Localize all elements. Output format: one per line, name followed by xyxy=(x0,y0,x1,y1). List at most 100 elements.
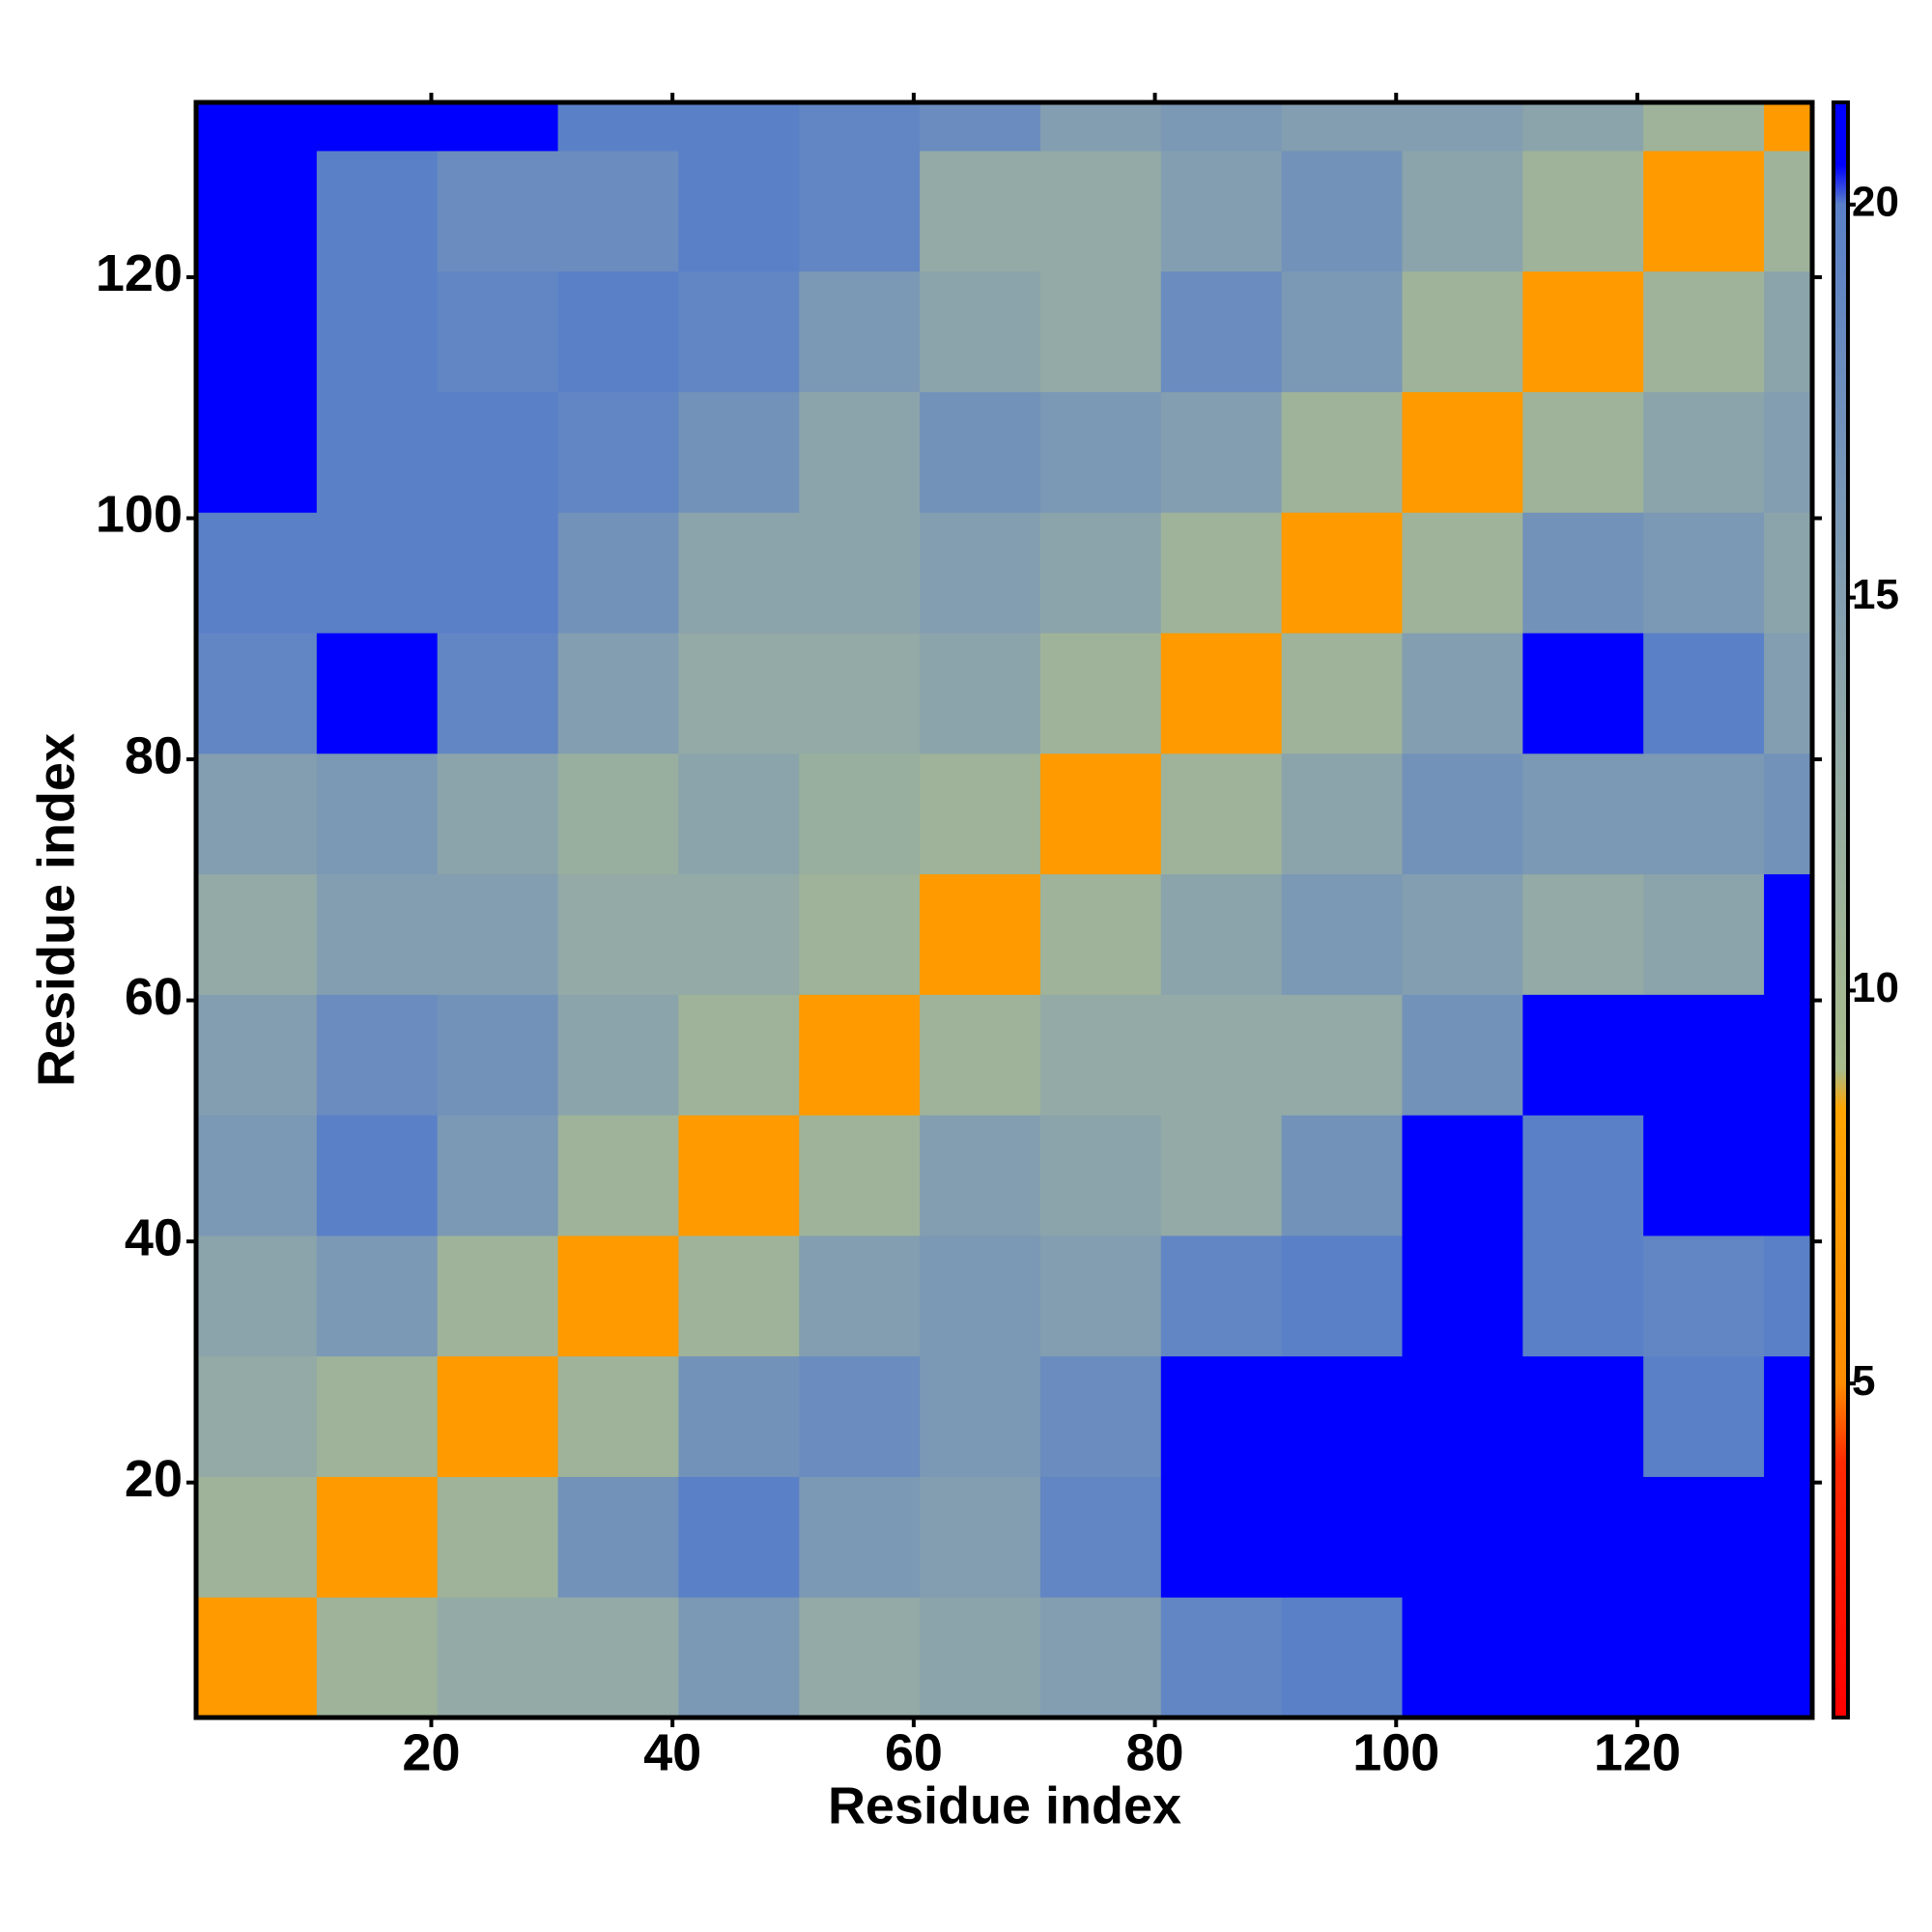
heatmap-cell xyxy=(1281,270,1404,392)
heatmap-cell xyxy=(1281,1355,1404,1477)
heatmap-cell xyxy=(196,753,318,875)
heatmap-cell xyxy=(1402,270,1523,392)
heatmap-cell xyxy=(799,873,921,995)
heatmap-cell xyxy=(316,1355,439,1477)
heatmap-cell xyxy=(799,994,921,1116)
heatmap-cell xyxy=(557,1597,679,1719)
heatmap-cell xyxy=(1039,1115,1162,1236)
heatmap-cell xyxy=(557,270,679,392)
heatmap-cell xyxy=(1160,150,1283,272)
heatmap-cell xyxy=(678,1235,800,1357)
heatmap-cell xyxy=(1764,633,1813,754)
heatmap-cell xyxy=(196,512,318,634)
heatmap-cell xyxy=(1764,1235,1813,1357)
heatmap-cell xyxy=(437,1115,559,1236)
heatmap-cell xyxy=(1402,753,1523,875)
heatmap-cell xyxy=(1281,994,1404,1116)
y-tick-label: 120 xyxy=(96,244,183,302)
heatmap-cell xyxy=(1764,873,1813,995)
heatmap-cell xyxy=(1402,391,1523,513)
y-tick-label: 100 xyxy=(96,486,183,544)
heatmap-cell xyxy=(1281,1476,1404,1598)
heatmap-cell xyxy=(1160,1597,1283,1719)
heatmap-cell xyxy=(1039,1476,1162,1598)
heatmap-cell xyxy=(1160,512,1283,634)
heatmap-cell xyxy=(316,633,439,754)
heatmap-cell xyxy=(1643,391,1765,513)
heatmap-cell xyxy=(678,512,800,634)
heatmap-cell xyxy=(1402,1355,1523,1477)
heatmap-cell xyxy=(437,391,559,513)
heatmap-cell xyxy=(678,873,800,995)
heatmap-cell xyxy=(1160,1476,1283,1598)
x-tick-label: 40 xyxy=(643,1723,701,1781)
heatmap-cell xyxy=(678,753,800,875)
heatmap-cell xyxy=(1281,1235,1404,1357)
heatmap-cell xyxy=(920,873,1041,995)
y-tick-label: 60 xyxy=(125,968,183,1026)
heatmap-cell xyxy=(1160,994,1283,1116)
heatmap-cell xyxy=(1522,633,1644,754)
heatmap-cell xyxy=(1039,270,1162,392)
heatmap-cell xyxy=(1039,873,1162,995)
heatmap-cell xyxy=(196,1115,318,1236)
heatmap-cell xyxy=(1160,873,1283,995)
heatmap-cell xyxy=(1522,270,1644,392)
heatmap-cell xyxy=(1522,1597,1644,1719)
heatmap-cell xyxy=(437,150,559,272)
heatmap-cell xyxy=(1643,270,1765,392)
x-tick-label: 60 xyxy=(885,1723,943,1781)
heatmap-cell xyxy=(920,753,1041,875)
heatmap-cell xyxy=(316,102,439,152)
heatmap-cell xyxy=(316,994,439,1116)
heatmap-cell xyxy=(1522,994,1644,1116)
heatmap-cell xyxy=(437,994,559,1116)
heatmap-cell xyxy=(557,512,679,634)
heatmap-cell xyxy=(1402,102,1523,152)
heatmap-cell xyxy=(920,1355,1041,1477)
heatmap-cell xyxy=(1281,102,1404,152)
heatmap-cell xyxy=(316,512,439,634)
heatmap-cell xyxy=(1402,512,1523,634)
heatmap-cell xyxy=(1402,1597,1523,1719)
heatmap-cell xyxy=(437,1476,559,1598)
heatmap-cell xyxy=(920,102,1041,152)
heatmap-cell xyxy=(316,1597,439,1719)
heatmap-cell xyxy=(799,270,921,392)
heatmap-cell xyxy=(678,1355,800,1477)
heatmap-cell xyxy=(799,150,921,272)
heatmap-cell xyxy=(799,1476,921,1598)
heatmap-cell xyxy=(678,633,800,754)
heatmap-cell xyxy=(1764,391,1813,513)
heatmap-cell xyxy=(437,270,559,392)
heatmap-cell xyxy=(1764,270,1813,392)
heatmap-cell xyxy=(799,1235,921,1357)
heatmap-cell xyxy=(557,994,679,1116)
heatmap-cell xyxy=(678,994,800,1116)
heatmap-cell xyxy=(920,1476,1041,1598)
heatmap-cell xyxy=(678,391,800,513)
heatmap-cell xyxy=(316,270,439,392)
heatmap-cell xyxy=(1643,633,1765,754)
heatmap-cell xyxy=(316,753,439,875)
heatmap-cell xyxy=(1764,512,1813,634)
x-tick-label: 20 xyxy=(402,1723,460,1781)
heatmap-cell xyxy=(1643,994,1765,1116)
heatmap-cell xyxy=(1643,1597,1765,1719)
heatmap-cell xyxy=(1643,512,1765,634)
heatmap-cell xyxy=(557,633,679,754)
heatmap-cell xyxy=(1281,1597,1404,1719)
colorbar-tick-label: 20 xyxy=(1852,178,1899,225)
heatmap-cell xyxy=(557,1115,679,1236)
heatmap-cell xyxy=(316,873,439,995)
heatmap-cell xyxy=(799,1115,921,1236)
colorbar xyxy=(1832,100,1850,1719)
heatmap-cell xyxy=(678,270,800,392)
heatmap-cell xyxy=(1039,753,1162,875)
x-tick-label: 80 xyxy=(1126,1723,1184,1781)
heatmap-cell xyxy=(1643,102,1765,152)
heatmap-cell xyxy=(196,1476,318,1598)
heatmap-cell xyxy=(437,102,559,152)
heatmap-cell xyxy=(678,1115,800,1236)
